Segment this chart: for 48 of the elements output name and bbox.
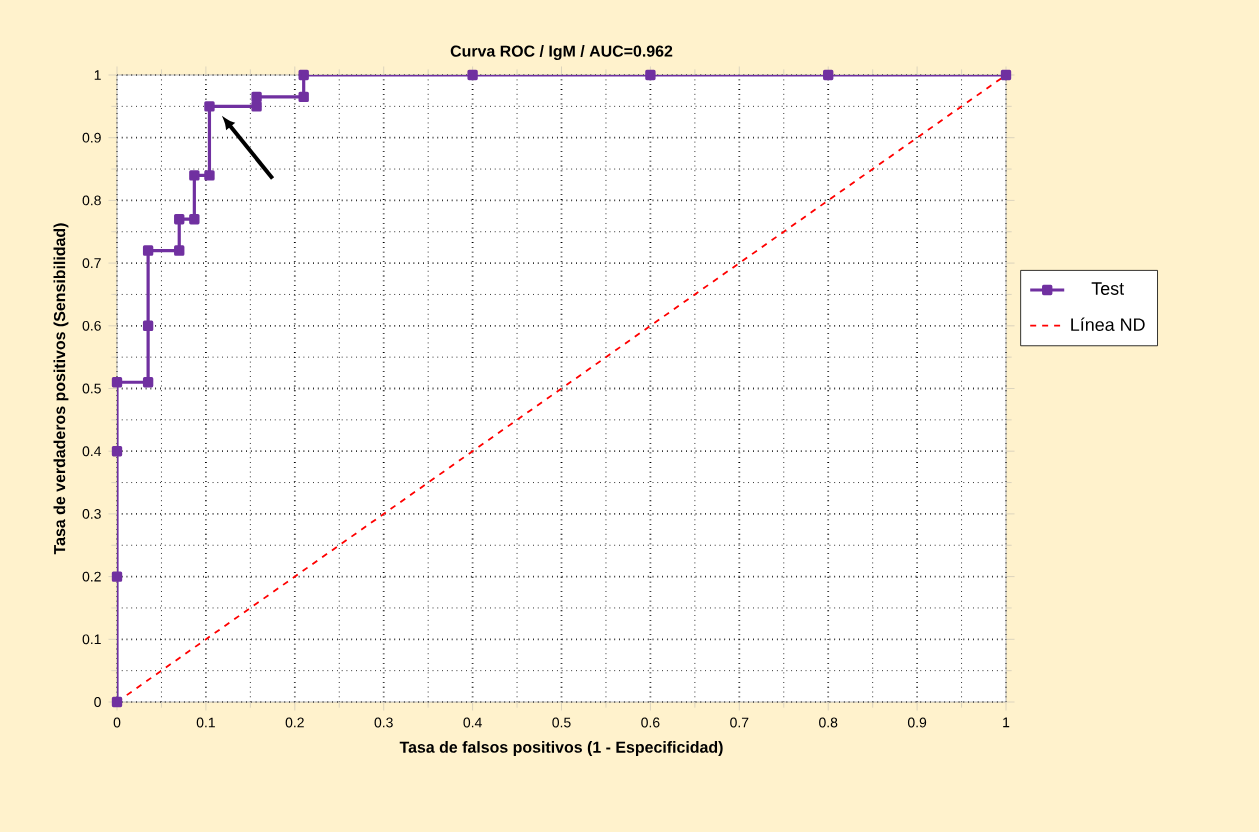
y-tick-label: 0.6	[82, 320, 101, 331]
y-tick-label: 1	[94, 70, 101, 80]
point	[111, 571, 123, 582]
x-tick-label: 0	[113, 717, 121, 728]
x-tick-label: 0.7	[730, 717, 749, 728]
point	[298, 91, 309, 103]
y-tick-label: 0.5	[82, 383, 101, 394]
x-axis-title: Tasa de falsos positivos (1 - Especificidad)	[399, 741, 723, 756]
point	[142, 377, 154, 388]
legend-label: Test	[1091, 282, 1124, 295]
y-tick-label: 0.8	[82, 195, 101, 206]
x-tick-label: 0.3	[374, 717, 393, 728]
x-tick-label: 0.6	[641, 717, 660, 728]
x-tick-label: 0.5	[552, 717, 571, 728]
y-tick-label: 0.7	[82, 258, 101, 269]
x-tick-label: 0.8	[819, 717, 838, 728]
x-tick-label: 0.9	[907, 717, 927, 728]
point	[111, 446, 123, 457]
y-tick-label: 0.1	[82, 634, 101, 645]
point	[298, 69, 309, 81]
point	[174, 245, 185, 256]
point	[467, 69, 478, 81]
point	[142, 245, 154, 256]
chart-title: Curva ROC / IgM / AUC=0.962	[450, 45, 673, 60]
point	[645, 69, 656, 81]
x-tick-label: 0.4	[463, 717, 482, 728]
y-tick-label: 0.9	[82, 132, 101, 143]
x-tick-label: 0.2	[285, 717, 304, 728]
legend-label: Línea ND	[1071, 317, 1145, 331]
x-tick-label: 0.1	[196, 717, 215, 728]
point	[189, 170, 200, 181]
point	[251, 91, 262, 103]
y-axis-title: Tasa de verdaderos positivos (Sensibilidad)	[53, 223, 69, 555]
point	[142, 320, 154, 331]
x-tick-label: 1	[1003, 717, 1010, 728]
point	[204, 170, 215, 181]
point	[111, 696, 123, 708]
point	[823, 69, 834, 81]
y-tick-label: 0.2	[82, 571, 101, 582]
point	[204, 101, 215, 112]
point	[174, 214, 185, 225]
point	[1000, 69, 1012, 81]
point	[251, 101, 262, 112]
y-tick-label: 0.3	[82, 508, 101, 519]
point	[111, 377, 123, 388]
y-tick-label: 0	[94, 697, 101, 707]
y-tick-label: 0.4	[82, 446, 102, 457]
point	[189, 214, 200, 225]
